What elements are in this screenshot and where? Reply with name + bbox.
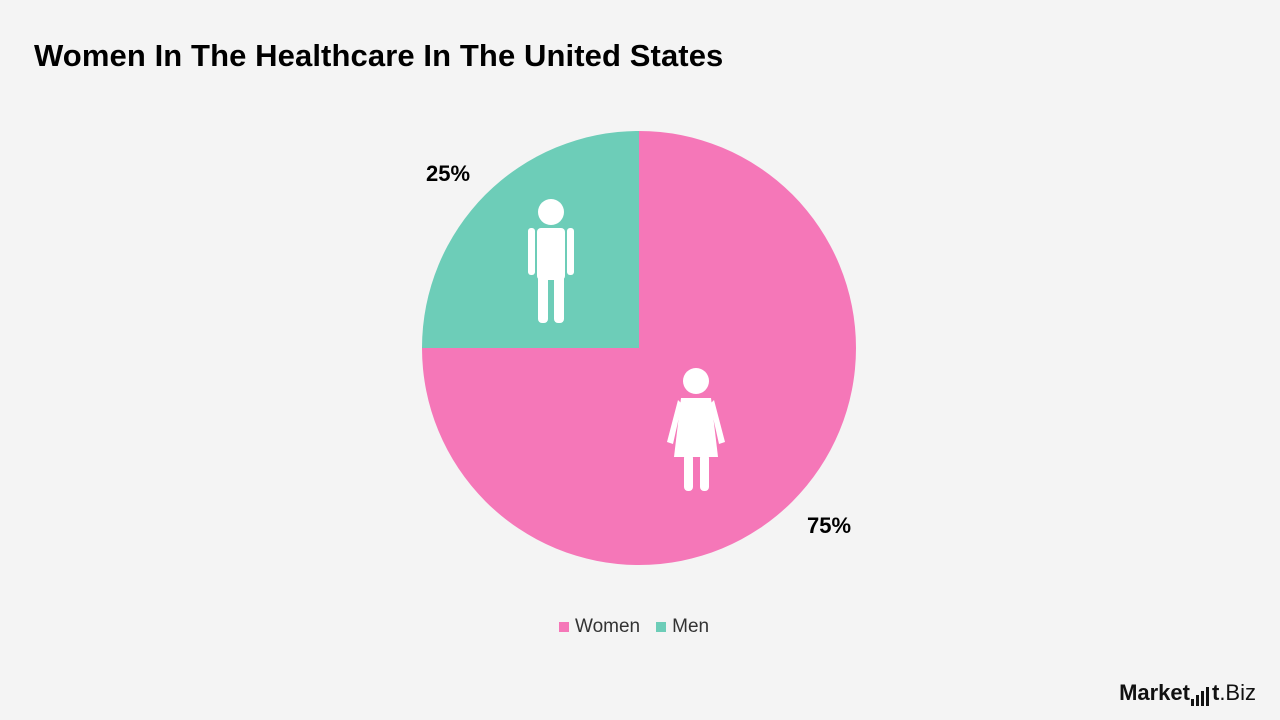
brand-bars-icon <box>1190 684 1211 706</box>
chart-title: Women In The Healthcare In The United St… <box>34 38 724 73</box>
legend-item-men: Men <box>656 616 709 638</box>
data-label-women: 75% <box>807 513 851 538</box>
legend-label-women: Women <box>575 616 641 637</box>
brand-biz-text: .Biz <box>1219 680 1256 705</box>
male-person-icon <box>528 199 574 323</box>
brand-logo: Market t .Biz <box>1119 680 1256 706</box>
brand-t-text: t <box>1211 680 1220 705</box>
data-label-men: 25% <box>426 161 470 186</box>
brand-market-text: Market <box>1119 680 1190 705</box>
chart-legend: Women Men <box>559 616 725 638</box>
legend-swatch-men <box>656 622 667 632</box>
legend-item-women: Women <box>559 616 640 638</box>
legend-label-men: Men <box>672 616 710 637</box>
legend-swatch-women <box>559 622 569 632</box>
female-person-icon <box>667 368 725 491</box>
